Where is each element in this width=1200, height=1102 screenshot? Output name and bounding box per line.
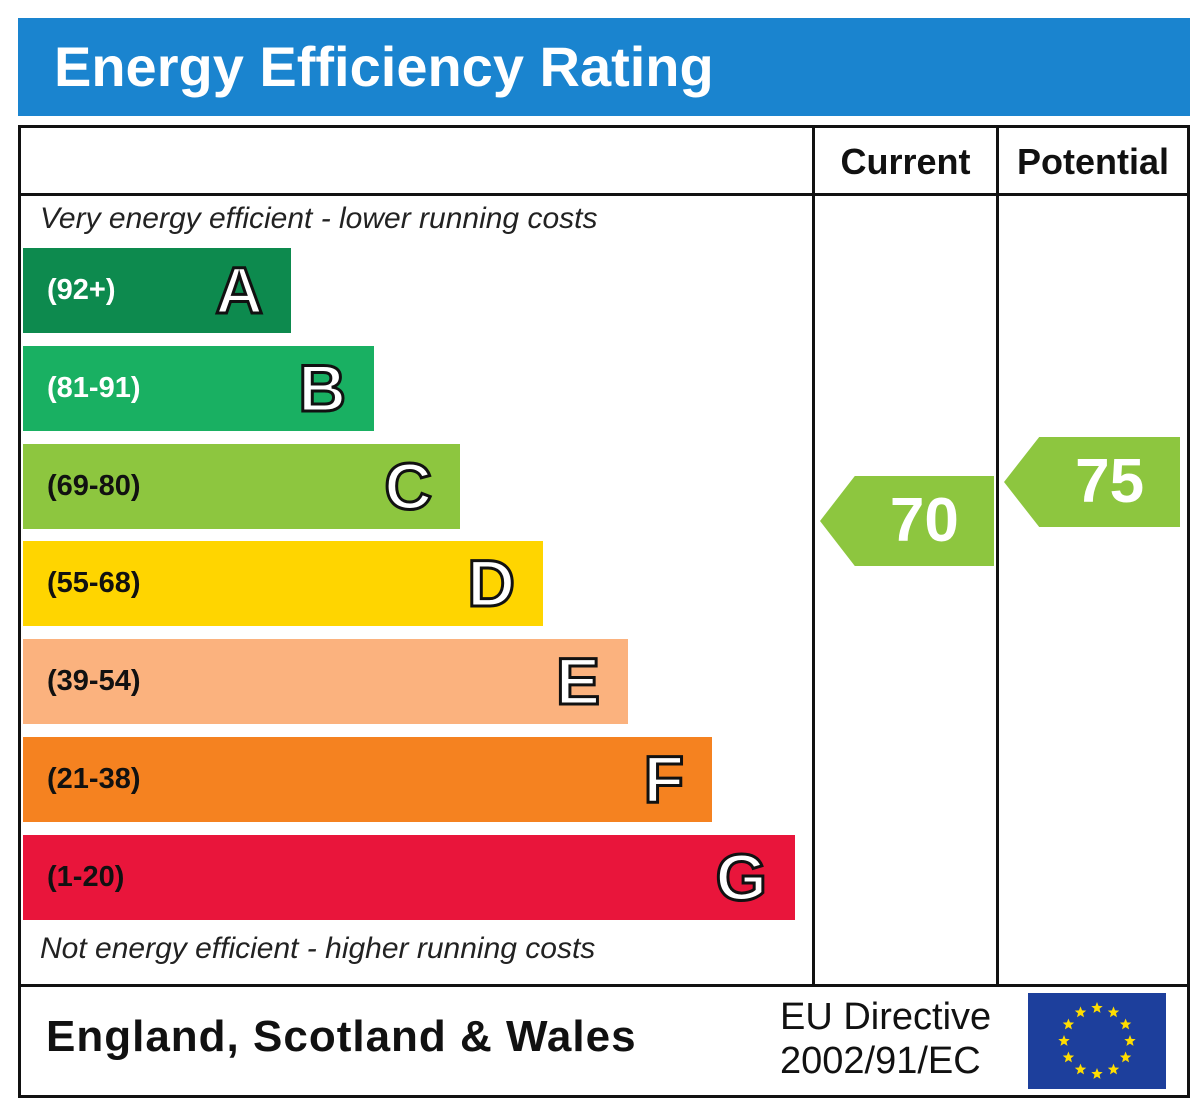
band-letter-label: G (714, 839, 768, 916)
current-rating-arrow: 70 (820, 476, 994, 566)
eu-directive: EU Directive 2002/91/EC (780, 995, 1010, 1083)
band-letter-label: F (642, 741, 685, 818)
band-range-label: (69-80) (47, 470, 141, 502)
band-range-label: (21-38) (47, 763, 141, 795)
country-label: England, Scotland & Wales (46, 1012, 637, 1061)
band-letter-label: E (554, 643, 601, 720)
eu-star (1091, 1068, 1103, 1079)
band-b: (81-91) B (23, 346, 374, 431)
bottom-caption: Not energy efficient - higher running co… (40, 932, 596, 965)
potential-rating-value: 75 (1075, 447, 1145, 516)
eu-star (1091, 1002, 1103, 1013)
band-letter-label: C (383, 448, 434, 525)
eu-stars (1058, 1002, 1136, 1079)
eu-star (1062, 1051, 1075, 1063)
rating-table (18, 125, 1190, 1098)
eu-star (1107, 1063, 1120, 1075)
column-divider-left (812, 125, 815, 987)
current-column-header: Current (840, 141, 971, 182)
eu-directive-line1: EU Directive (780, 996, 992, 1038)
eu-star (1074, 1006, 1087, 1018)
band-d: (55-68) D (23, 541, 543, 626)
band-range-label: (55-68) (47, 567, 141, 599)
potential-column-header: Potential (1016, 141, 1169, 182)
chart-title: Energy Efficiency Rating (54, 35, 714, 98)
band-letter-label: B (297, 350, 348, 427)
band-range-label: (81-91) (47, 372, 141, 404)
band-letter-label: D (466, 545, 517, 622)
top-caption: Very energy efficient - lower running co… (40, 202, 598, 235)
band-c: (69-80) C (23, 444, 460, 529)
eu-star (1058, 1035, 1070, 1046)
footer-divider (18, 984, 1190, 987)
eu-star (1124, 1035, 1136, 1046)
column-divider-right (996, 125, 999, 987)
band-range-label: (39-54) (47, 665, 141, 697)
title-bar: Energy Efficiency Rating (18, 18, 1190, 116)
eu-star (1119, 1018, 1132, 1030)
band-a: (92+) A (23, 248, 291, 333)
potential-rating-arrow: 75 (1004, 437, 1180, 527)
band-f: (21-38) F (23, 737, 712, 822)
eu-directive-line2: 2002/91/EC (780, 1040, 981, 1082)
eu-star (1062, 1018, 1075, 1030)
band-letter-label: A (214, 252, 265, 329)
current-rating-value: 70 (889, 486, 959, 555)
band-g: (1-20) G (23, 835, 795, 920)
header-divider (18, 193, 1190, 196)
band-range-label: (92+) (47, 274, 116, 306)
eu-star (1074, 1063, 1087, 1075)
band-e: (39-54) E (23, 639, 628, 724)
potential-arrow-shape (1004, 437, 1180, 527)
eu-flag-icon (1028, 993, 1166, 1089)
band-range-label: (1-20) (47, 861, 125, 893)
eu-star (1107, 1006, 1120, 1018)
current-arrow-shape (820, 476, 994, 566)
eu-star (1119, 1051, 1132, 1063)
